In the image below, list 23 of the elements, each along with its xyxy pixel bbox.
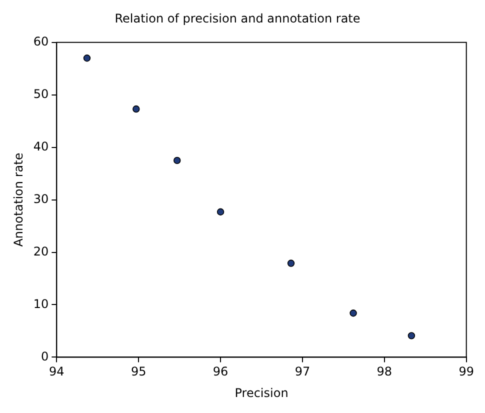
x-axis-title: Precision — [234, 386, 288, 400]
point — [287, 260, 295, 267]
y-tick-label: 10 — [33, 296, 49, 311]
y-axis-title: Annotation rate — [11, 152, 26, 247]
y-tick-label: 0 — [41, 349, 49, 364]
x-tick-label: 95 — [130, 364, 146, 379]
point — [408, 332, 416, 340]
chart-title: Relation of precision and annotation rate — [114, 11, 360, 26]
point — [216, 208, 224, 216]
point — [132, 105, 140, 113]
y-tick-label: 60 — [33, 34, 49, 49]
x-tick-label: 97 — [294, 364, 310, 379]
y-tick-label: 40 — [33, 139, 49, 154]
x-tick-label: 94 — [49, 364, 64, 379]
point — [350, 310, 357, 317]
x-tick-label: 98 — [376, 364, 392, 379]
y-tick-label: 30 — [33, 192, 49, 206]
y-tick-label: 20 — [33, 244, 49, 258]
point — [174, 156, 181, 164]
point — [83, 54, 91, 62]
x-tick-label: 96 — [212, 364, 228, 379]
x-tick-label: 99 — [458, 364, 474, 379]
y-tick-label: 50 — [33, 86, 49, 101]
